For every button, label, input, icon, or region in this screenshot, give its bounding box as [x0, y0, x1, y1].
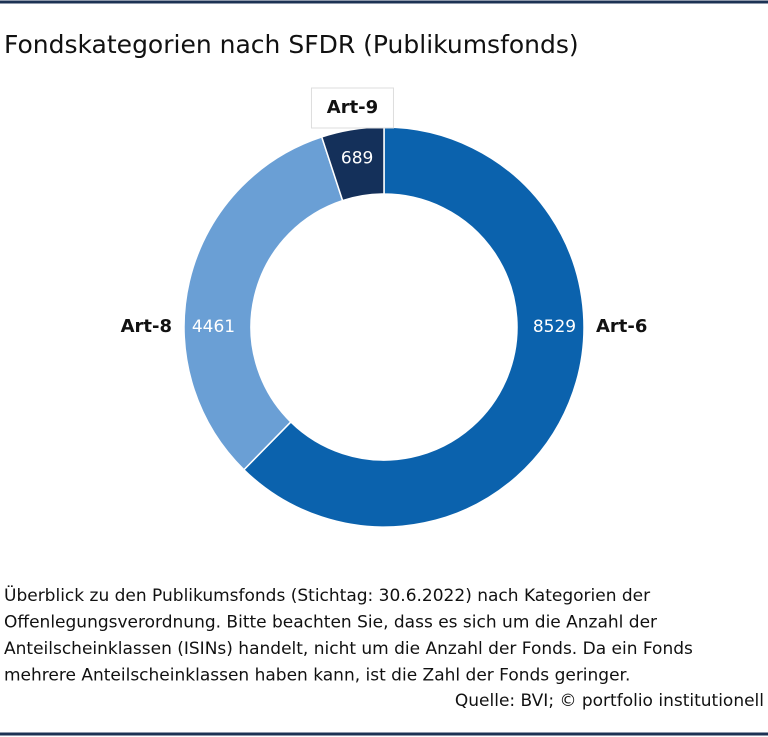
value-label: 689: [341, 149, 373, 169]
category-label: Art-8: [121, 316, 172, 337]
caption: Überblick zu den Publikumsfonds (Stichta…: [4, 584, 693, 686]
caption-line: Offenlegungsverordnung. Bitte beachten S…: [4, 613, 657, 633]
value-label: 4461: [192, 317, 235, 337]
category-label: Art-9: [327, 97, 378, 118]
donut-segment: [320, 126, 385, 202]
caption-line: Anteilscheinklassen (ISINs) handelt, nic…: [4, 639, 693, 659]
caption-line: Überblick zu den Publikumsfonds (Stichta…: [4, 584, 650, 606]
donut-segment: [183, 135, 344, 471]
donut-segment: [242, 126, 585, 528]
chart-title: Fondskategorien nach SFDR (Publikumsfond…: [4, 30, 579, 59]
source: Quelle: BVI; © portfolio institutionell: [455, 691, 764, 711]
category-label: Art-6: [596, 316, 647, 337]
value-label: 8529: [533, 317, 576, 337]
label-box: [310, 87, 394, 129]
caption-line: mehrere Anteilscheinklassen haben kann, …: [4, 666, 630, 686]
